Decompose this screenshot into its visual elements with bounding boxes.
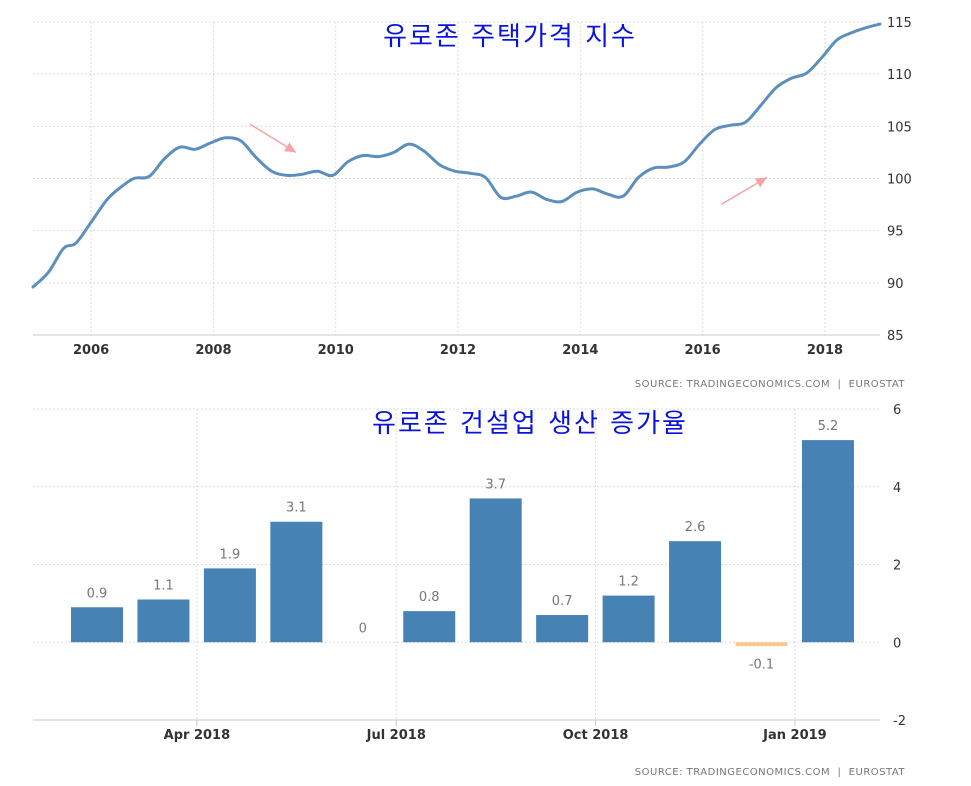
- bottom-chart-grid: [33, 408, 880, 726]
- bar-data-label: 0: [359, 621, 367, 636]
- bottom-chart-y-tick-labels: -2 0 2 4 6: [893, 403, 906, 729]
- bar-data-label: 2.6: [685, 520, 706, 535]
- bottom-chart-y-tick-label: 0: [893, 636, 901, 651]
- top-chart-x-tick-label: 2014: [562, 343, 598, 358]
- top-chart-x-tick-label: 2008: [195, 343, 231, 358]
- bar-data-label: 0.8: [419, 590, 440, 605]
- top-chart-x-tick-label: 2012: [440, 343, 476, 358]
- bar: [469, 498, 522, 643]
- top-chart-x-tick-labels: 2006 2008 2010 2012 2014 2016 2018: [73, 343, 843, 358]
- bottom-chart-y-tick-label: -2: [893, 714, 906, 729]
- bottom-chart-bars: [71, 440, 854, 647]
- top-chart-y-tick-label: 105: [887, 120, 912, 135]
- bar-data-label: 5.2: [818, 419, 839, 434]
- bar: [137, 599, 190, 643]
- top-chart-y-tick-label: 95: [887, 225, 904, 240]
- bar: [536, 615, 589, 643]
- construction-output-growth-title: 유로존 건설업 생산 증가율: [372, 409, 688, 439]
- top-chart-y-tick-label: 85: [887, 329, 904, 344]
- top-chart-y-tick-label: 100: [887, 173, 912, 188]
- bar-data-label: 1.2: [618, 575, 639, 590]
- bar-data-label: 0.7: [552, 594, 573, 609]
- top-chart-x-tick-label: 2016: [685, 343, 721, 358]
- bottom-chart-source: SOURCE: TRADINGECONOMICS.COM | EUROSTAT: [635, 767, 906, 778]
- bottom-chart-x-tick-label: Oct 2018: [563, 728, 629, 743]
- top-chart-source: SOURCE: TRADINGECONOMICS.COM | EUROSTAT: [635, 379, 906, 390]
- bar: [270, 521, 323, 643]
- bar-data-label: 3.1: [286, 501, 307, 516]
- top-chart-annotations: [249, 123, 768, 206]
- trend-arrow-head-icon: [754, 177, 767, 188]
- bar: [403, 611, 456, 643]
- bar-data-label: -0.1: [749, 657, 774, 672]
- bottom-chart-x-tick-label: Jul 2018: [366, 728, 426, 743]
- bottom-chart-data-labels: 0.9 1.1 1.9 3.1 0 0.8 3.7 0.7 1.2 2.6 -0.1 5.2: [87, 419, 839, 672]
- house-price-index-line: [31, 22, 882, 289]
- bar: [801, 440, 854, 643]
- bar: [71, 607, 123, 643]
- bottom-chart-y-tick-label: 6: [893, 403, 901, 418]
- bottom-chart-y-tick-label: 2: [893, 559, 901, 574]
- bottom-chart-x-tick-labels: Apr 2018 Jul 2018 Oct 2018 Jan 2019: [164, 728, 827, 743]
- trend-arrow-head-icon: [284, 142, 296, 153]
- bar: [203, 568, 256, 643]
- top-chart-y-tick-label: 90: [887, 277, 904, 292]
- top-chart-y-tick-label: 115: [887, 16, 912, 31]
- bottom-chart-y-tick-label: 4: [893, 481, 901, 496]
- top-chart-y-tick-label: 110: [887, 68, 912, 83]
- bar: [669, 541, 722, 643]
- top-chart-x-tick-label: 2018: [807, 343, 843, 358]
- bar: [735, 642, 788, 647]
- construction-output-growth-chart: 0.9 1.1 1.9 3.1 0 0.8 3.7 0.7 1.2 2.6 -0.1 5.2 -2 0 2…: [33, 403, 906, 778]
- bar-data-label: 0.9: [87, 586, 108, 601]
- bottom-chart-x-tick-label: Jan 2019: [762, 728, 827, 743]
- top-chart-x-tick-label: 2010: [318, 343, 354, 358]
- bar-data-label: 1.9: [220, 547, 241, 562]
- house-price-index-title: 유로존 주택가격 지수: [383, 22, 637, 52]
- top-chart-y-tick-labels: 85 90 95 100 105 110 115: [887, 16, 912, 344]
- top-chart-x-tick-label: 2006: [73, 343, 109, 358]
- bottom-chart-x-tick-label: Apr 2018: [164, 728, 231, 743]
- bar-data-label: 1.1: [153, 578, 174, 593]
- top-chart-grid: [33, 21, 880, 336]
- bar-data-label: 3.7: [485, 477, 506, 492]
- bar: [602, 595, 655, 643]
